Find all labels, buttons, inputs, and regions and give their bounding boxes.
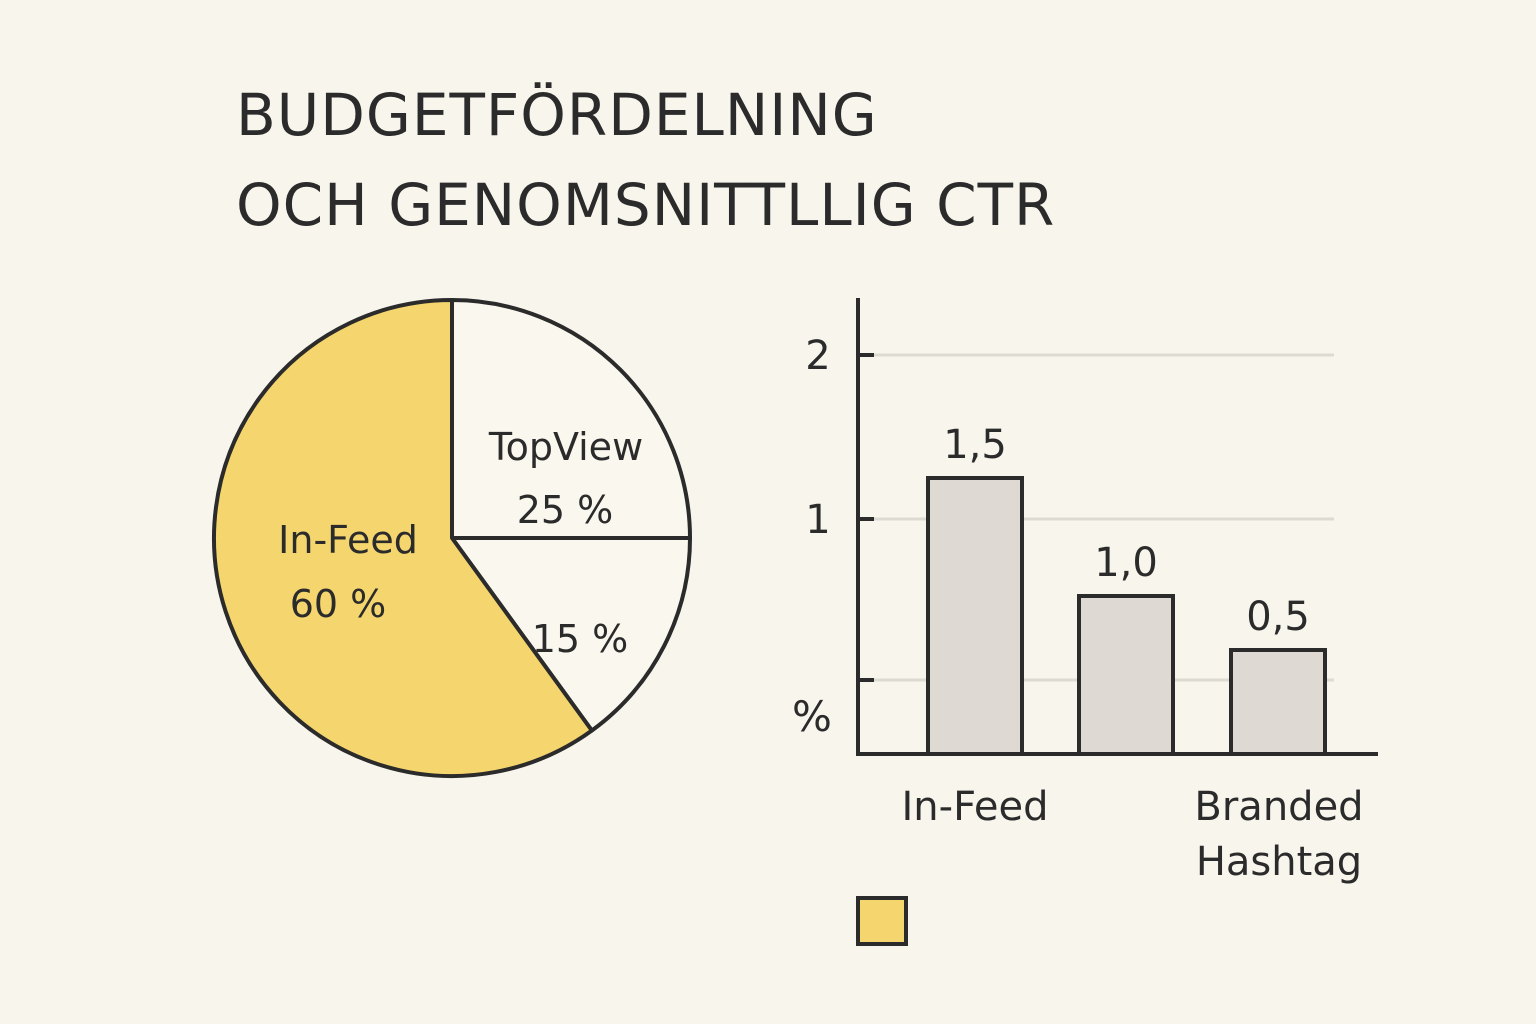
pie-slice bbox=[450, 298, 692, 540]
x-category-label: Branded bbox=[1194, 784, 1363, 830]
bar bbox=[926, 476, 1024, 756]
y-tick-label: 1 bbox=[805, 497, 830, 543]
x-category-label: Hashtag bbox=[1196, 839, 1362, 885]
pie-slice bbox=[450, 536, 692, 733]
x-category-label: In-Feed bbox=[901, 784, 1048, 830]
bar-chart: 2 1% 1,5 1,0 0,5 In-Feed Branded Hashtag bbox=[792, 298, 1378, 946]
pie-slice bbox=[212, 298, 594, 778]
title-line-1: BUDGETFÖRDELNING bbox=[236, 81, 878, 149]
bar bbox=[1077, 594, 1175, 756]
y-tick-label: 2 bbox=[805, 333, 830, 379]
pie-slice-label: TopView bbox=[488, 425, 643, 469]
bar-value-label: 1,0 bbox=[1094, 540, 1158, 586]
y-axis-label: % bbox=[792, 692, 832, 741]
pie-slice-value-label: 15 % bbox=[532, 617, 629, 661]
pie-slice-label: In-Feed bbox=[278, 518, 418, 562]
pie-slice-value-label: 25 % bbox=[517, 488, 614, 532]
chart-title: BUDGETFÖRDELNING OCH GENOMSNITTLLIG CTR bbox=[236, 70, 1055, 250]
pie-slice-value-label: 60 % bbox=[290, 582, 387, 626]
bar-value-label: 1,5 bbox=[943, 422, 1007, 468]
bar bbox=[1229, 648, 1327, 756]
title-line-2: OCH GENOMSNITTLLIG CTR bbox=[236, 171, 1056, 239]
legend-swatch bbox=[856, 896, 908, 946]
bar-value-label: 0,5 bbox=[1246, 594, 1310, 640]
pie-chart: In-Feed 60 % TopView 25 % 15 % bbox=[212, 298, 692, 778]
